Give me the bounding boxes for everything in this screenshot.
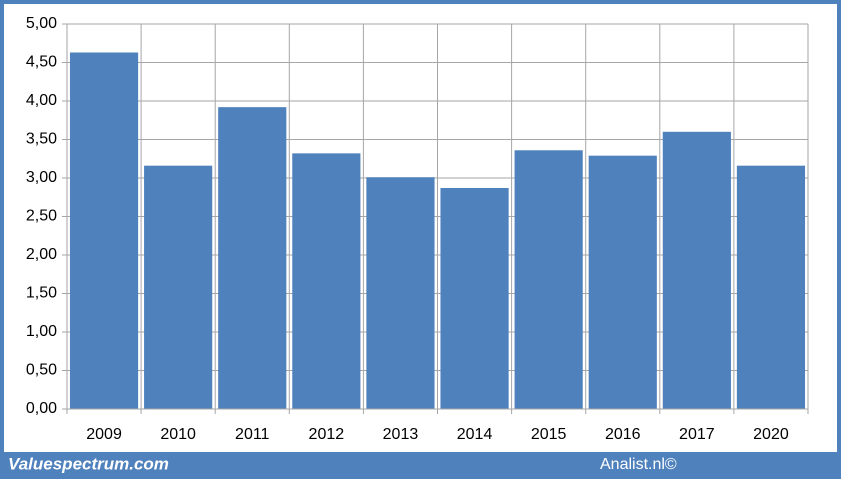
- bar: [736, 165, 806, 409]
- bar: [292, 153, 361, 409]
- x-tick-label: 2015: [531, 426, 567, 443]
- bar: [440, 188, 509, 409]
- y-tick-label: 0,50: [26, 362, 57, 379]
- x-tick-label: 2017: [679, 426, 715, 443]
- y-tick-label: 0,00: [26, 400, 57, 417]
- credit: Analist.nl©: [600, 456, 677, 473]
- bar: [69, 52, 139, 410]
- x-tick-label: 2014: [457, 426, 493, 443]
- x-tick-label: 2012: [309, 426, 345, 443]
- bar: [144, 165, 213, 409]
- y-tick-label: 3,00: [26, 169, 57, 186]
- bar: [366, 177, 435, 409]
- x-tick-label: 2011: [235, 426, 270, 443]
- y-tick-label: 2,50: [26, 208, 57, 225]
- x-tick-label: 2020: [753, 426, 789, 443]
- y-tick-label: 1,00: [26, 323, 57, 340]
- y-tick-label: 4,00: [26, 92, 57, 109]
- watermark: Valuespectrum.com: [8, 454, 169, 473]
- y-tick-label: 3,50: [26, 131, 57, 148]
- y-tick-label: 5,00: [26, 15, 57, 32]
- bar: [514, 150, 583, 409]
- bar: [588, 155, 657, 409]
- y-tick-label: 2,00: [26, 246, 57, 263]
- x-tick-label: 2010: [160, 426, 196, 443]
- bar: [218, 107, 287, 409]
- bar: [662, 131, 731, 410]
- x-tick-label: 2016: [605, 426, 641, 443]
- y-tick-label: 1,50: [26, 285, 57, 302]
- y-tick-label: 4,50: [26, 54, 57, 71]
- x-tick-label: 2013: [383, 426, 419, 443]
- x-tick-label: 2009: [86, 426, 122, 443]
